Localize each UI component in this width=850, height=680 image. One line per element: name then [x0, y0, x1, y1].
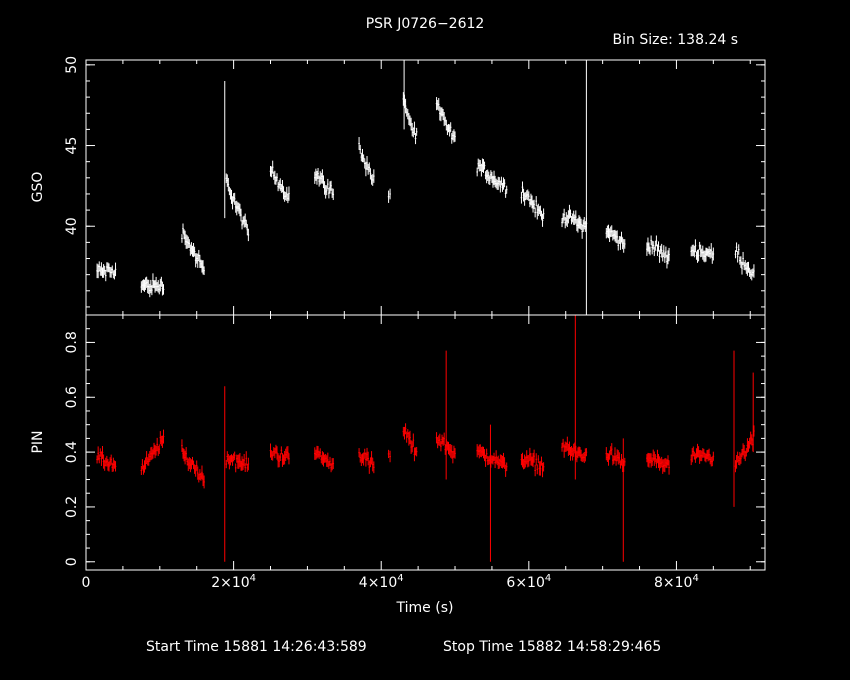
- gso-plot-frame: [85, 59, 766, 316]
- time-x-tick-label: 6×104: [506, 573, 551, 591]
- pin-y-tick-label: 0.8: [64, 331, 80, 353]
- pin-y-tick-label: 0.4: [64, 441, 80, 463]
- gso-y-tick-label: 50: [64, 56, 80, 74]
- pin-axis-label: PIN: [30, 430, 46, 453]
- gso-y-tick-label: 45: [64, 137, 80, 155]
- gso-data-marks: [96, 60, 755, 315]
- pin-axes: 0 0.2 0.4 0.6 0.8 0 2×104 4×104 6×104 8×104: [64, 314, 766, 591]
- time-x-tick-label: 4×104: [359, 573, 404, 591]
- time-x-tick-label: 0: [82, 575, 91, 591]
- bin-size-label: Bin Size: 138.24 s: [613, 32, 738, 48]
- pin-panel: 0 0.2 0.4 0.6 0.8 0 2×104 4×104 6×104 8×104 PIN T…: [30, 314, 766, 616]
- pin-y-tick-label: 0: [64, 557, 80, 566]
- time-x-tick-label: 2×104: [211, 573, 256, 591]
- pin-data-marks: [96, 315, 755, 562]
- chart-title: PSR J0726−2612: [366, 16, 485, 32]
- gso-panel: 40 45 50 GSO: [30, 56, 766, 316]
- pin-y-tick-label: 0.2: [64, 496, 80, 518]
- pin-plot-frame: [85, 314, 766, 571]
- time-x-tick-label: 8×104: [654, 573, 699, 591]
- gso-axes: 40 45 50: [64, 56, 766, 316]
- gso-y-tick-label: 40: [64, 217, 80, 235]
- pin-y-tick-label: 0.6: [64, 386, 80, 408]
- start-time-label: Start Time 15881 14:26:43:589: [146, 639, 367, 655]
- stop-time-label: Stop Time 15882 14:58:29:465: [443, 639, 661, 655]
- time-axis-label: Time (s): [396, 600, 454, 616]
- gso-axis-label: GSO: [30, 172, 46, 203]
